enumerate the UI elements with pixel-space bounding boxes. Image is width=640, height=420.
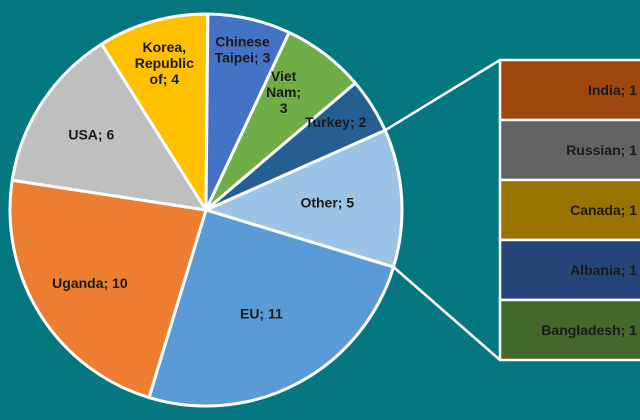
breakout-segment-bangladesh [498, 298, 640, 362]
breakout-segment-albania [498, 238, 640, 302]
slice-label-eu: EU; 11 [240, 306, 283, 322]
slice-other [204, 128, 404, 269]
slice-label-korea-republic-of: Korea, Republic of; 4 [135, 39, 194, 87]
slice-uganda [8, 178, 208, 400]
connector-bottom [392, 266, 501, 361]
breakout-segment-russian [498, 118, 640, 182]
slice-label-other: Other; 5 [300, 195, 354, 211]
slice-label-uganda: Uganda; 10 [52, 275, 128, 291]
breakout-segment-canada [498, 178, 640, 242]
breakout-label-russian: Russian; 1 [566, 142, 637, 158]
connector-top [384, 58, 501, 132]
slice-label-viet-nam: Viet Nam; 3 [266, 68, 301, 116]
slice-korea-republic-of [100, 12, 210, 212]
slice-label-usa: USA; 6 [68, 127, 114, 143]
slice-label-chinese-taipei: Chinese Taipei; 3 [215, 34, 271, 66]
breakout-label-bangladesh: Bangladesh; 1 [541, 322, 637, 338]
breakout-label-india: India; 1 [588, 82, 637, 98]
slice-label-turkey: Turkey; 2 [305, 114, 366, 130]
slice-turkey [204, 81, 387, 212]
slice-usa [10, 42, 208, 212]
breakout-label-canada: Canada; 1 [570, 202, 637, 218]
breakout-label-albania: Albania; 1 [570, 262, 637, 278]
slice-eu [147, 208, 396, 408]
